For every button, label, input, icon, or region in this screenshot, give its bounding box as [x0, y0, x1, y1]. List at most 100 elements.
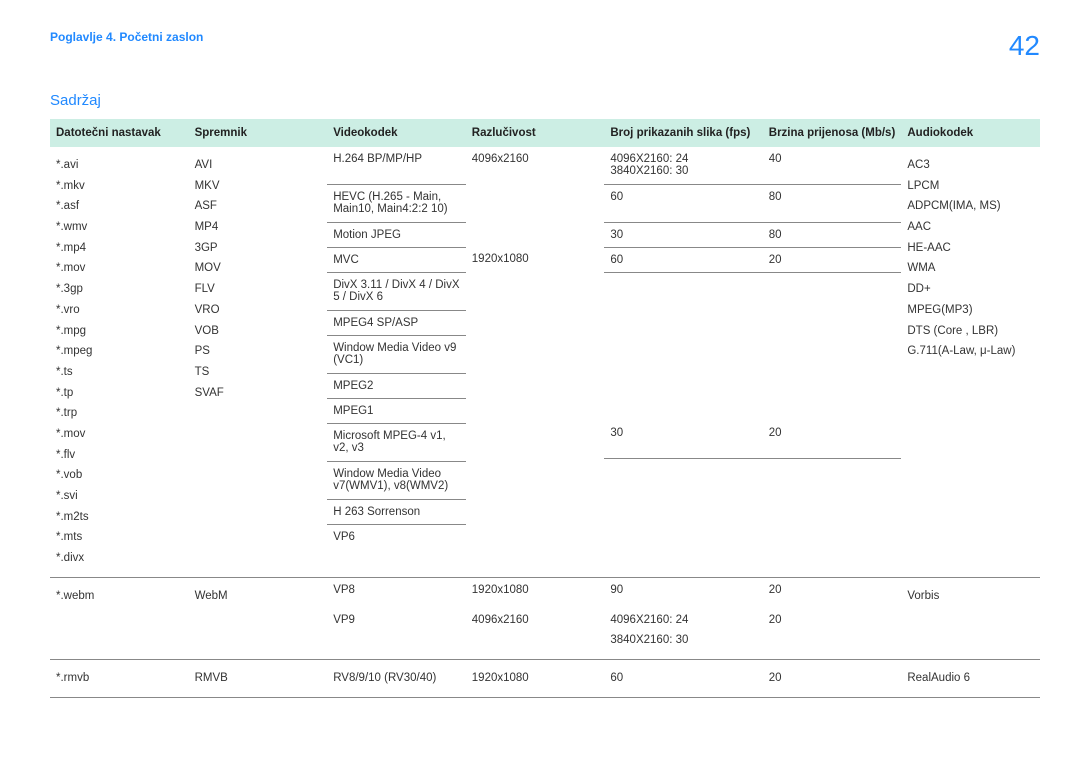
containers-list: AVIMKVASFMP43GPMOVFLVVROVOBPSTSSVAF	[189, 147, 328, 411]
cell-codec: DivX 3.11 / DivX 4 / DivX 5 / DivX 6	[327, 273, 466, 311]
breadcrumb: Poglavlje 4. Početni zaslon	[50, 30, 203, 44]
cell-extension: *.webm	[50, 578, 189, 615]
list-item: *.tp	[56, 383, 183, 404]
cell-resolution	[466, 271, 605, 309]
cell-bitrate	[763, 335, 902, 373]
list-item: *.mp4	[56, 238, 183, 259]
list-item: AAC	[907, 217, 1034, 238]
cell-resolution: 4096x2160	[466, 147, 605, 185]
extensions-list: *.avi*.mkv*.asf*.wmv*.mp4*.mov*.3gp*.vro…	[50, 147, 189, 577]
cell-fps	[604, 397, 762, 421]
list-item: G.711(A-Law, μ-Law)	[907, 341, 1034, 362]
list-item: *.mpeg	[56, 341, 183, 362]
list-item: DD+	[907, 279, 1034, 300]
cell-codec: HEVC (H.265 - Main, Main10, Main4:2:2 10…	[327, 185, 466, 223]
list-item: *.svi	[56, 486, 183, 507]
list-item: *.mpg	[56, 321, 183, 342]
cell-bitrate: 20	[763, 602, 902, 639]
section-title: Sadržaj	[0, 72, 1080, 119]
list-item: AVI	[195, 155, 322, 176]
cell-extension: *.rmvb	[50, 660, 189, 697]
col-extension: Datotečni nastavak	[50, 119, 189, 147]
list-item: *.asf	[56, 196, 183, 217]
cell-fps: 4096X2160: 243840X2160: 30	[604, 602, 762, 659]
bitrate-stack: 4080802020	[763, 147, 902, 545]
cell-fps: 60	[604, 185, 762, 223]
list-item: VOB	[195, 321, 322, 342]
cell-bitrate: 20	[763, 421, 902, 459]
cell-bitrate: 80	[763, 185, 902, 223]
list-item: TS	[195, 362, 322, 383]
cell-audio: RealAudio 6	[901, 660, 1040, 697]
cell-codec: VP8	[327, 578, 466, 602]
cell-resolution	[466, 185, 605, 223]
cell-codec: RV8/9/10 (RV30/40)	[327, 660, 466, 697]
codec-table: Datotečni nastavak Spremnik Videokodek R…	[50, 119, 1040, 698]
cell-codec: MPEG1	[327, 399, 466, 424]
cell-bitrate: 80	[763, 223, 902, 248]
list-item: AC3	[907, 155, 1034, 176]
list-item: *.trp	[56, 403, 183, 424]
cell-bitrate: 40	[763, 147, 902, 185]
cell-codec: Window Media Video v7(WMV1), v8(WMV2)	[327, 462, 466, 500]
list-item: MP4	[195, 217, 322, 238]
list-item: *.mts	[56, 527, 183, 548]
list-item: PS	[195, 341, 322, 362]
cell-resolution	[466, 309, 605, 333]
list-item: MOV	[195, 258, 322, 279]
cell-resolution: 1920x1080	[466, 578, 605, 602]
table-row: *.avi*.mkv*.asf*.wmv*.mp4*.mov*.3gp*.vro…	[50, 147, 1040, 577]
cell-fps: 90	[604, 578, 762, 602]
cell-codec: Microsoft MPEG-4 v1, v2, v3	[327, 424, 466, 462]
cell-bitrate	[763, 521, 902, 545]
cell-codec: MPEG4 SP/ASP	[327, 311, 466, 336]
list-item: VRO	[195, 300, 322, 321]
list-item: ADPCM(IMA, MS)	[907, 196, 1034, 217]
cell-codec: Motion JPEG	[327, 223, 466, 248]
cell-codec: MPEG2	[327, 374, 466, 399]
col-videocodec: Videokodek	[327, 119, 466, 147]
cell-fps: 4096X2160: 243840X2160: 30	[604, 147, 762, 185]
cell-bitrate: 20	[763, 660, 902, 697]
list-item: *.m2ts	[56, 507, 183, 528]
cell-fps	[604, 335, 762, 373]
list-item: SVAF	[195, 383, 322, 404]
list-item: *.ts	[56, 362, 183, 383]
table-row: *.rmvb RMVB RV8/9/10 (RV30/40) 1920x1080…	[50, 660, 1040, 698]
page-number: 42	[1009, 30, 1040, 62]
list-item: LPCM	[907, 176, 1034, 197]
list-item: FLV	[195, 279, 322, 300]
cell-bitrate: 20	[763, 248, 902, 273]
list-item: DTS (Core , LBR)	[907, 321, 1034, 342]
cell-codec: MVC	[327, 248, 466, 273]
cell-fps	[604, 273, 762, 311]
list-item: *.mkv	[56, 176, 183, 197]
list-item: 4096X2160: 24	[610, 610, 756, 631]
table-row: *.webm WebM VP8 1920x1080 90 20 Vorbis	[50, 577, 1040, 602]
col-resolution: Razlučivost	[466, 119, 605, 147]
cell-fps: 30	[604, 421, 762, 459]
cell-bitrate	[763, 497, 902, 521]
cell-bitrate	[763, 459, 902, 497]
list-item: HE-AAC	[907, 238, 1034, 259]
list-item: *.vob	[56, 465, 183, 486]
cell-audio: Vorbis	[901, 578, 1040, 615]
list-item: *.flv	[56, 445, 183, 466]
cell-resolution: 1920x1080	[466, 247, 605, 271]
cell-fps	[604, 459, 762, 497]
list-item: *.3gp	[56, 279, 183, 300]
cell-bitrate	[763, 397, 902, 421]
cell-resolution	[466, 333, 605, 371]
list-item: *.vro	[56, 300, 183, 321]
cell-resolution	[466, 223, 605, 247]
list-item: WMA	[907, 258, 1034, 279]
list-item: *.mov	[56, 258, 183, 279]
cell-container: WebM	[189, 578, 328, 615]
cell-codec: H.264 BP/MP/HP	[327, 147, 466, 185]
cell-fps	[604, 497, 762, 521]
table-header-row: Datotečni nastavak Spremnik Videokodek R…	[50, 119, 1040, 147]
resolution-stack: 4096x2160 1920x1080	[466, 147, 605, 543]
cell-resolution	[466, 457, 605, 495]
cell-codec: VP6	[327, 525, 466, 549]
cell-fps: 30	[604, 223, 762, 248]
